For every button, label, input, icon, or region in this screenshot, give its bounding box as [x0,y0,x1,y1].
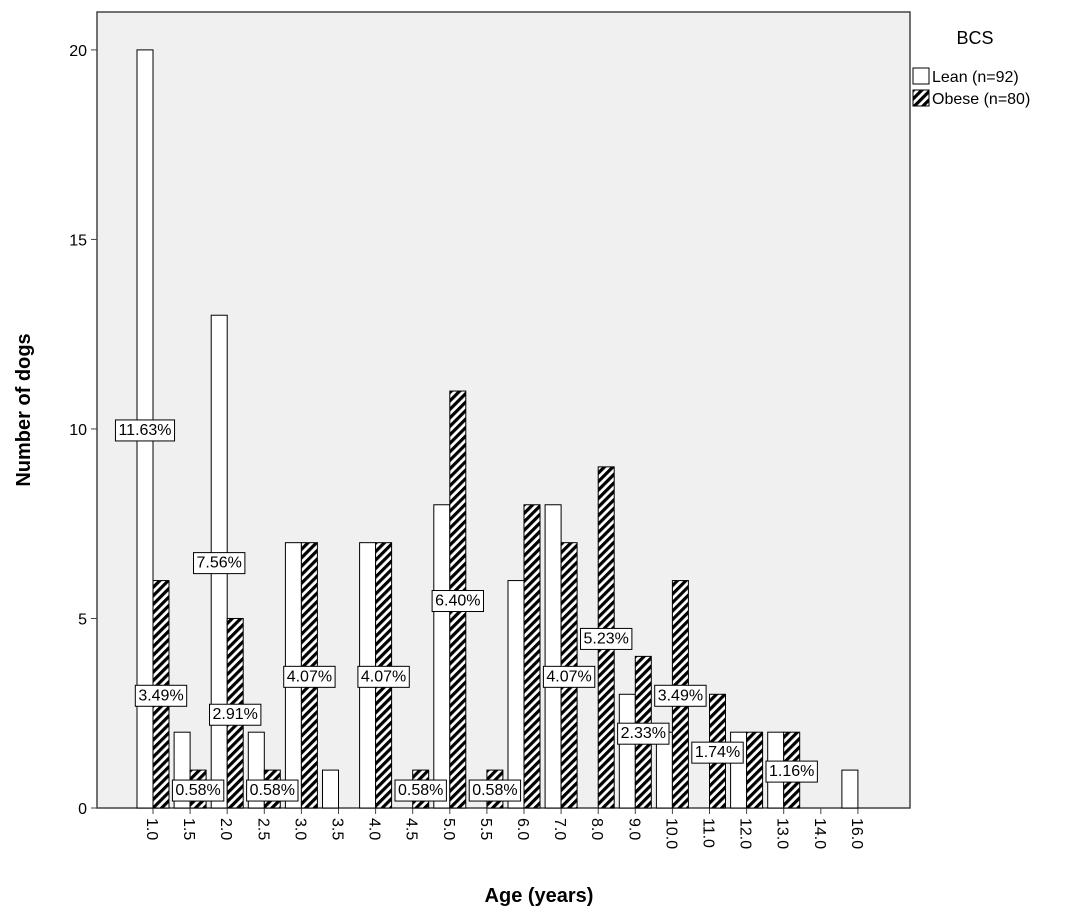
legend-label: Obese (n=80) [932,91,1030,108]
x-tick-label: 2.0 [217,818,234,840]
x-tick-label: 3.0 [291,818,308,840]
y-axis-title: Number of dogs [13,333,35,486]
legend-label: Lean (n=92) [932,69,1019,86]
x-tick-label: 2.5 [254,818,271,840]
data-label: 4.07% [361,668,406,685]
data-label: 5.23% [584,630,629,647]
x-tick-label: 14.0 [811,818,828,849]
data-label: 6.40% [435,593,480,610]
data-label: 2.91% [213,706,258,723]
bar [842,770,858,808]
x-tick-label: 16.0 [848,818,865,849]
x-tick-label: 4.5 [403,818,420,840]
bar [323,770,339,808]
x-tick-label: 11.0 [700,818,717,848]
bar [545,505,561,808]
x-tick-label: 5.5 [477,818,494,840]
y-tick-label: 20 [69,43,87,60]
data-label: 3.49% [658,687,703,704]
data-label: 0.58% [175,782,220,799]
x-axis-title: Age (years) [485,885,594,907]
data-label: 7.56% [197,555,242,572]
bar [524,505,540,808]
data-label: 4.07% [287,668,332,685]
data-label: 0.58% [398,782,443,799]
data-label: 3.49% [138,687,183,704]
data-label: 1.16% [769,763,814,780]
legend-title: BCS [956,28,993,48]
x-tick-label: 1.5 [180,818,197,840]
y-tick-label: 5 [78,611,87,628]
x-tick-label: 4.0 [366,818,383,840]
x-tick-label: 12.0 [737,818,754,849]
data-label: 0.58% [472,782,517,799]
chart: Age (years) Number of dogs BCS 0 5 10 15 20 1… [0,0,1078,917]
data-label: 4.07% [546,668,591,685]
bar [508,581,524,808]
data-label: 11.63% [118,422,171,439]
x-tick-label: 10.0 [662,818,679,849]
x-tick-label: 13.0 [774,818,791,849]
data-label: 1.74% [695,744,740,761]
x-tick-label: 6.0 [514,818,531,840]
bar [619,694,635,808]
x-tick-label: 1.0 [143,818,160,840]
x-tick-label: 9.0 [625,818,642,840]
bar [747,732,763,808]
bar [434,505,450,808]
legend-swatch [913,68,929,84]
y-tick-label: 15 [69,232,87,249]
x-tick-label: 5.0 [440,818,457,840]
y-tick-label: 0 [78,801,87,818]
data-label: 0.58% [250,782,295,799]
y-tick-label: 10 [69,422,87,439]
legend-swatch [913,90,929,106]
x-tick-label: 8.0 [588,818,605,840]
data-label: 2.33% [621,725,666,742]
x-tick-label: 3.5 [329,818,346,840]
x-tick-label: 7.0 [551,818,568,840]
